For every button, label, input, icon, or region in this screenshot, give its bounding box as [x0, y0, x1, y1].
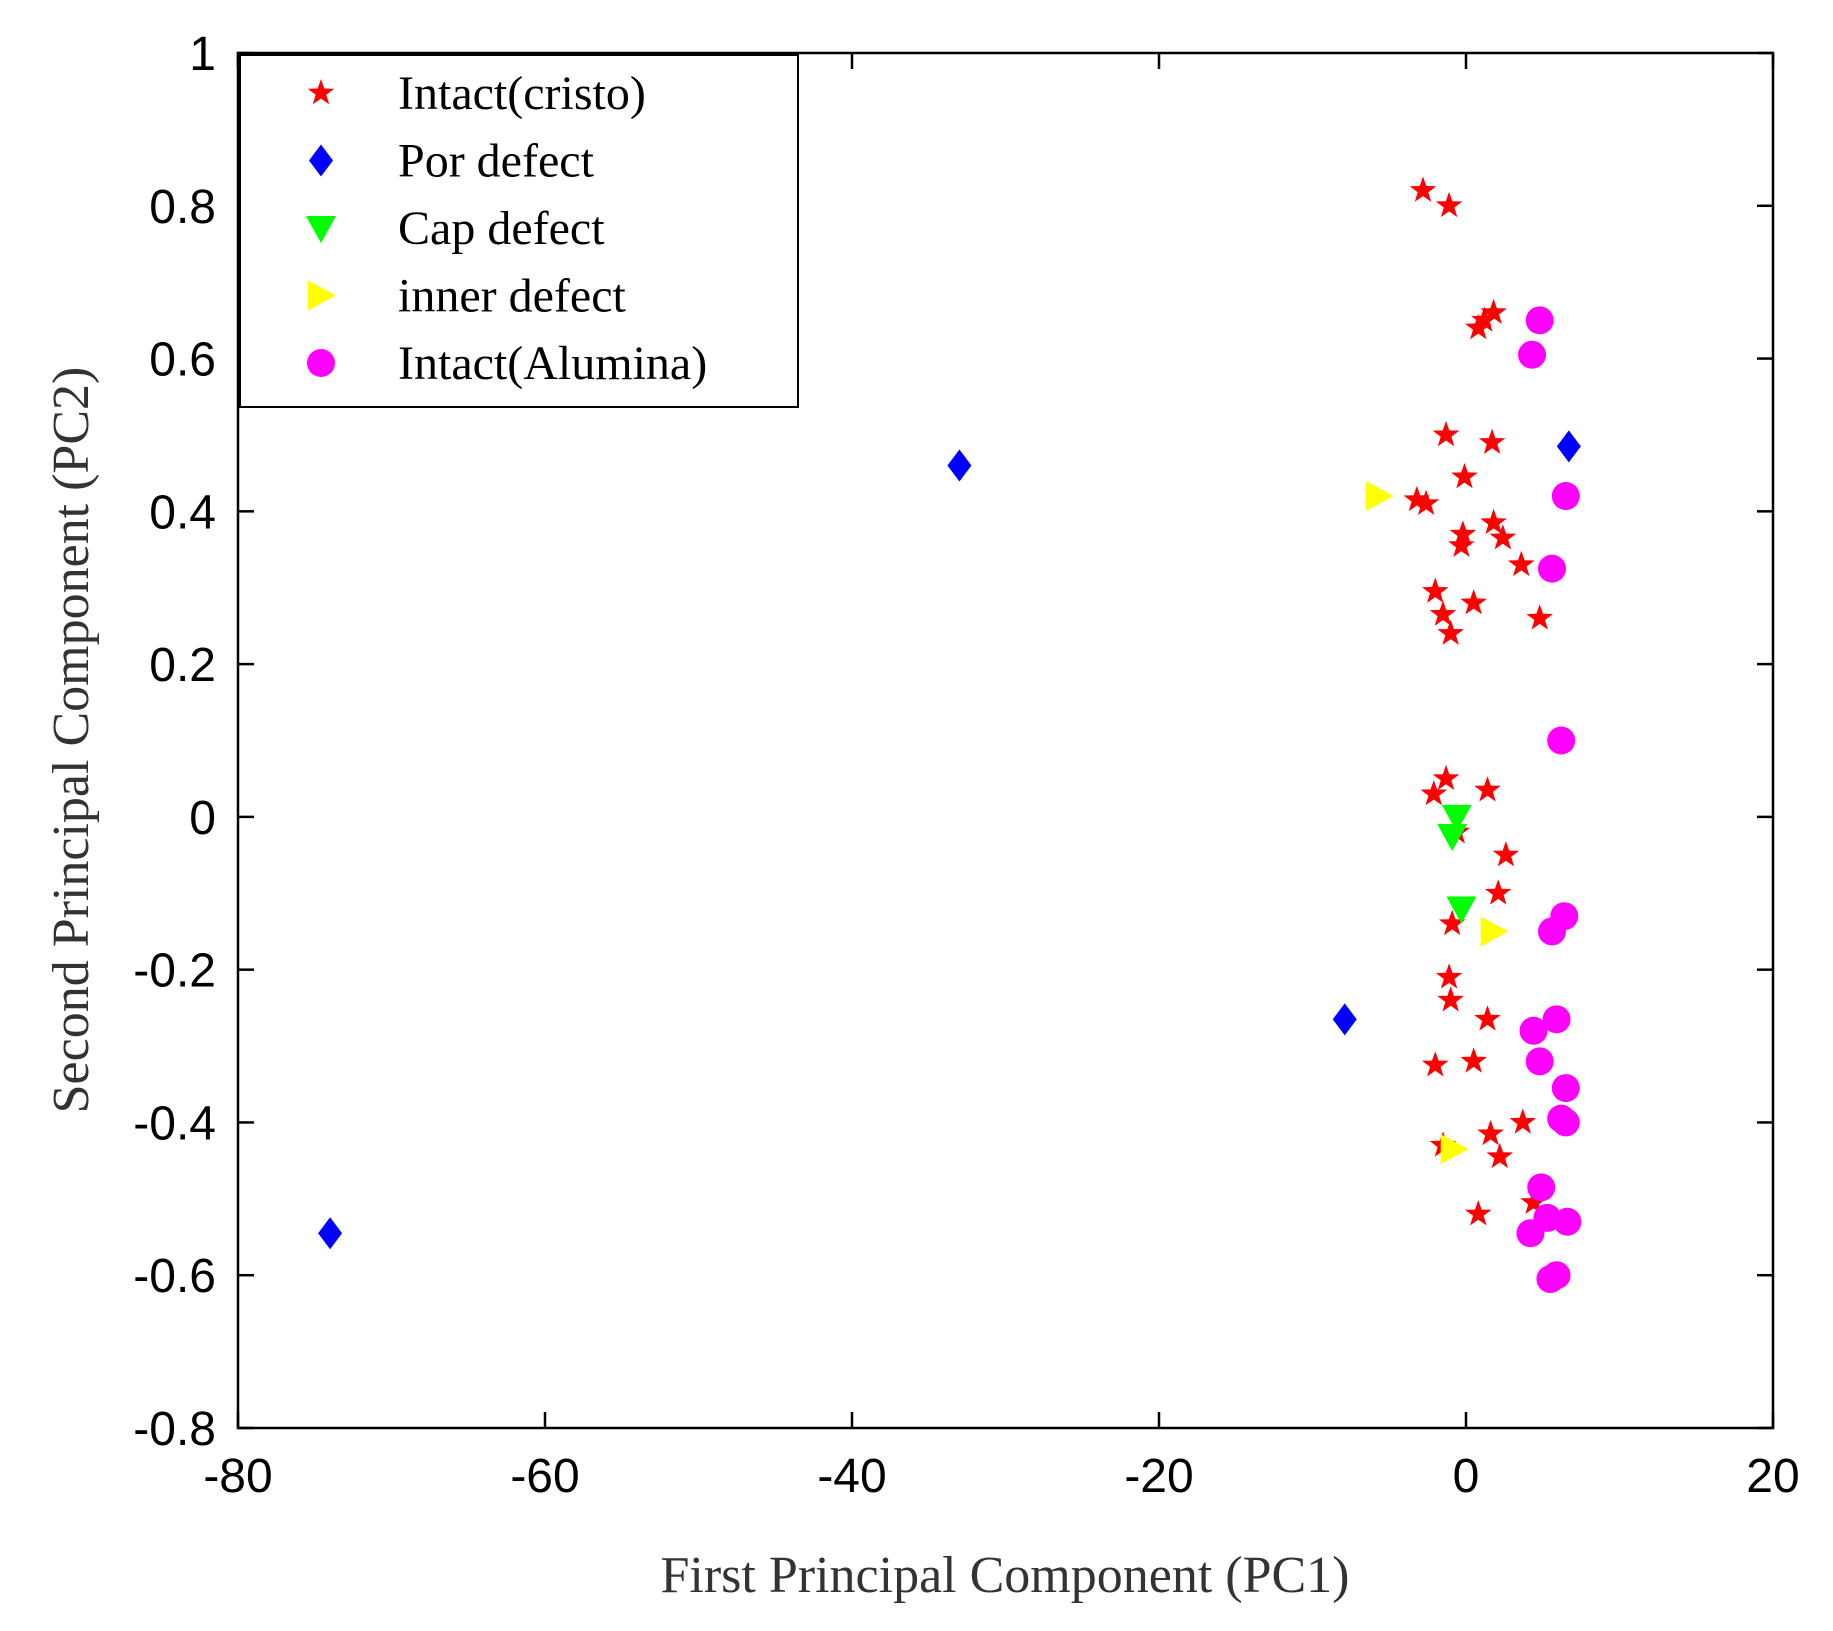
y-tick-label: 0.2	[149, 639, 216, 692]
data-point	[1507, 550, 1535, 577]
y-tick-label: 1	[189, 28, 216, 81]
series-2	[1437, 804, 1477, 924]
data-point	[1556, 430, 1581, 463]
data-point	[318, 1217, 343, 1250]
data-point	[1526, 604, 1553, 630]
data-point	[1437, 823, 1468, 851]
data-point	[1435, 963, 1463, 989]
data-point	[1422, 1051, 1449, 1077]
y-tick-label: -0.2	[133, 945, 216, 998]
data-point	[1429, 600, 1457, 626]
data-point	[1551, 482, 1580, 511]
legend-label: Intact(cristo)	[398, 67, 646, 120]
data-point	[1518, 340, 1547, 369]
data-point	[1437, 619, 1464, 645]
data-point	[1480, 298, 1507, 324]
data-point	[1537, 917, 1566, 946]
data-point	[1527, 1173, 1556, 1202]
legend-marker	[308, 280, 336, 311]
data-point	[1551, 1074, 1580, 1103]
data-point	[1441, 804, 1472, 832]
data-point	[1437, 986, 1464, 1012]
data-point	[1409, 176, 1437, 202]
legend-marker	[307, 79, 335, 105]
data-point	[1525, 306, 1554, 335]
data-point	[1477, 1119, 1504, 1146]
data-point	[1432, 764, 1460, 790]
y-tick-label: 0	[189, 792, 216, 845]
data-point	[1465, 1200, 1492, 1226]
data-point	[1551, 1108, 1580, 1137]
series-4	[1516, 306, 1582, 1294]
series-3	[1365, 481, 1509, 1165]
x-tick-label: -60	[510, 1450, 579, 1503]
legend-marker	[306, 216, 336, 243]
data-point	[1486, 1142, 1514, 1169]
legend: Intact(cristo) Por defect Cap defect inner …	[239, 54, 799, 408]
data-point	[1460, 1047, 1487, 1073]
y-tick-label: -0.6	[133, 1250, 216, 1303]
data-point	[1516, 1219, 1545, 1248]
data-point	[1553, 1207, 1582, 1236]
data-point	[1484, 879, 1512, 905]
x-tick-label: 0	[1453, 1450, 1480, 1503]
y-tick-label: 0.8	[149, 181, 216, 234]
data-point	[1422, 577, 1449, 603]
data-point	[1440, 1134, 1469, 1165]
y-tick-label: 0.4	[149, 486, 216, 539]
x-tick-label: -80	[203, 1450, 272, 1503]
data-point	[1478, 428, 1506, 454]
legend-marker	[309, 144, 333, 177]
points-layer	[318, 176, 1582, 1294]
data-point	[1420, 780, 1448, 806]
data-point	[1536, 1265, 1565, 1294]
data-point	[1509, 1108, 1537, 1134]
y-tick-label: -0.4	[133, 1097, 216, 1150]
data-point	[1403, 485, 1431, 512]
data-point	[1547, 726, 1576, 755]
legend-box	[239, 54, 799, 408]
data-point	[1542, 1005, 1571, 1034]
data-point	[1480, 916, 1509, 947]
x-tick-label: -20	[1124, 1450, 1193, 1503]
legend-marker	[307, 349, 335, 377]
data-point	[1489, 524, 1517, 550]
ticks-layer: -80 -60 -40 -20 0 20 -0.8 -0.6 -0.4 -0.2 0 0.2 0.4 0.…	[133, 28, 1799, 1503]
y-axis-title: Second Principal Component (PC2)	[43, 367, 100, 1114]
y-tick-label: 0.6	[149, 334, 216, 387]
x-axis-title: First Principal Component (PC1)	[661, 1547, 1350, 1604]
data-point	[1525, 1047, 1554, 1076]
data-point	[1451, 463, 1478, 489]
data-point	[1365, 481, 1394, 512]
data-point	[947, 449, 972, 482]
data-point	[1438, 909, 1466, 936]
data-point	[1432, 420, 1460, 447]
y-tick-label: -0.8	[133, 1403, 216, 1456]
legend-label: inner defect	[398, 270, 627, 323]
series-1	[318, 430, 1581, 1250]
data-point	[1471, 306, 1498, 332]
data-point	[1519, 1016, 1548, 1045]
x-tick-label: -40	[817, 1450, 886, 1503]
data-point	[1474, 1005, 1501, 1031]
legend-label: Por defect	[398, 135, 595, 188]
data-point	[1332, 1003, 1357, 1036]
data-point	[1465, 314, 1492, 340]
data-point	[1449, 520, 1477, 546]
data-point	[1460, 589, 1487, 615]
data-point	[1492, 841, 1520, 867]
data-point	[1537, 554, 1566, 583]
data-point	[1474, 776, 1501, 802]
data-point	[1520, 1188, 1547, 1214]
data-point	[1412, 489, 1440, 515]
x-tick-label: 20	[1746, 1450, 1799, 1503]
data-point	[1435, 191, 1463, 218]
legend-label: Cap defect	[398, 202, 605, 255]
data-point	[1480, 508, 1507, 535]
data-point	[1446, 896, 1477, 924]
legend-label: Intact(Alumina)	[398, 337, 707, 390]
plot-frame	[236, 51, 1775, 1430]
data-point	[1448, 531, 1475, 557]
